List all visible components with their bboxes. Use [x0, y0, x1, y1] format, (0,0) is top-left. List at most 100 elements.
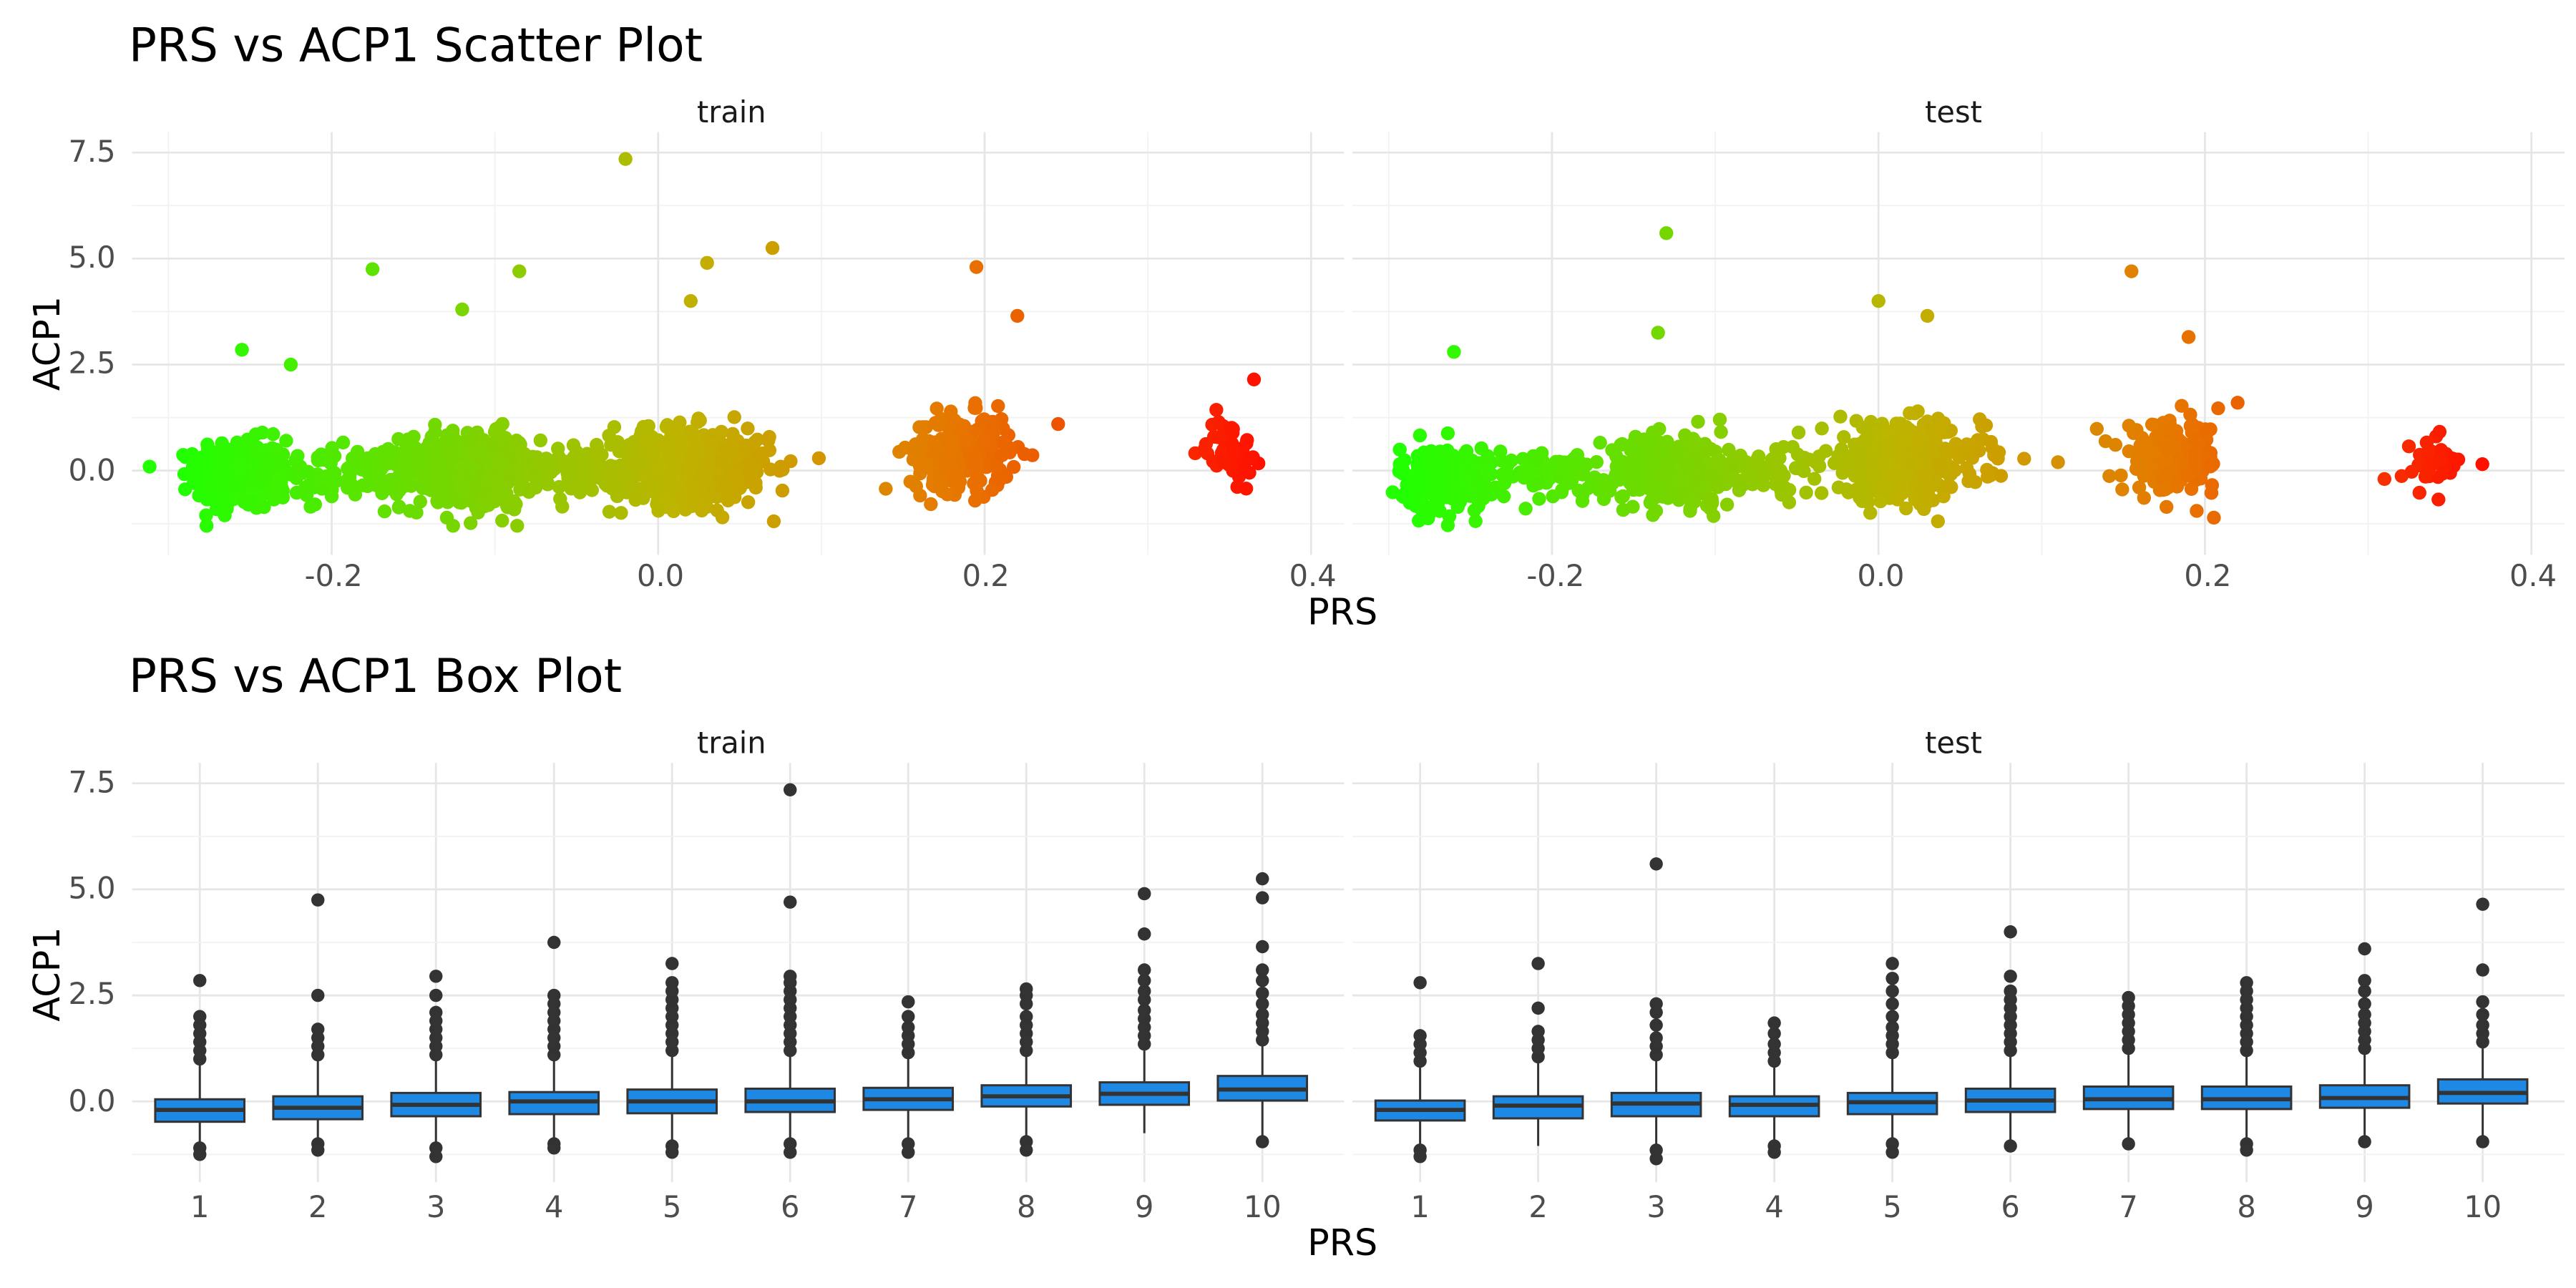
scatter-point [970, 469, 985, 483]
y-axis-title: ACP1 [26, 296, 68, 391]
scatter-point [1692, 472, 1707, 486]
scatter-point [350, 444, 365, 459]
x-tick-label: 4 [1765, 1189, 1783, 1224]
scatter-point [568, 479, 582, 494]
scatter-point [492, 456, 507, 470]
scatter-point [1626, 499, 1640, 514]
scatter-point [1430, 489, 1445, 504]
scatter-point [1470, 477, 1485, 492]
outlier-point [2004, 970, 2017, 983]
outlier-point [1256, 891, 1269, 904]
scatter-point [1722, 442, 1736, 457]
scatter-point [924, 497, 938, 512]
outlier-point [2004, 925, 2017, 939]
x-tick-label: 2 [308, 1189, 327, 1224]
x-tick-label: 7 [899, 1189, 917, 1224]
scatter-point [1709, 454, 1724, 469]
scatter-point [1447, 345, 1461, 359]
scatter-point [1674, 474, 1689, 488]
scatter-point [1837, 430, 1851, 444]
scatter-point [315, 482, 329, 496]
x-tick-label: 2 [1528, 1189, 1547, 1224]
scatter-point [2170, 479, 2185, 494]
scatter-point [245, 494, 259, 508]
scatter-point [552, 479, 567, 494]
scatter-point [463, 433, 477, 447]
outlier-point [1138, 963, 1151, 977]
chart-title: PRS vs ACP1 Box Plot [129, 650, 622, 703]
scatter-point [940, 487, 955, 502]
scatter-point [663, 432, 678, 447]
scatter-point [691, 411, 706, 426]
scatter-point [2181, 469, 2195, 483]
scatter-point [2132, 480, 2147, 494]
scatter-point [969, 452, 983, 466]
scatter-point [1575, 494, 1590, 508]
scatter-point [1647, 483, 1662, 497]
scatter-point [199, 508, 213, 522]
scatter-point [1904, 441, 1919, 456]
scatter-point [200, 442, 215, 457]
scatter-point [492, 474, 506, 488]
scatter-point [376, 444, 391, 459]
outlier-point [311, 893, 325, 907]
scatter-point [995, 448, 1009, 462]
scatter-point [1931, 514, 1945, 529]
outlier-point [1256, 963, 1269, 977]
scatter-point [1854, 449, 1868, 464]
scatter-point [1668, 449, 1682, 464]
scatter-point [266, 426, 280, 441]
scatter-point [1938, 425, 1952, 439]
scatter-point [1911, 404, 1925, 419]
scatter-point [1626, 461, 1641, 475]
scatter-point [200, 519, 214, 533]
scatter-point [985, 483, 1000, 497]
scatter-point [958, 434, 972, 449]
x-tick-label: 1 [1410, 1189, 1429, 1224]
box-chart: PRS vs ACP1 Box Plot train test 7.5 5.0 … [26, 650, 2565, 1264]
outlier-point [311, 1023, 325, 1036]
scatter-point [481, 498, 496, 512]
scatter-point [2051, 455, 2065, 469]
scatter-point [602, 504, 617, 519]
scatter-point [1934, 457, 1948, 472]
scatter-point [1865, 468, 1879, 483]
scatter-point [605, 482, 620, 496]
scatter-point [784, 454, 798, 469]
x-tick-label: 10 [1244, 1189, 1282, 1224]
scatter-point [558, 454, 573, 469]
scatter-point [1421, 511, 1435, 526]
scatter-point [1962, 467, 1977, 481]
scatter-point [424, 429, 439, 444]
scatter-point [675, 436, 690, 451]
scatter-point [775, 483, 790, 498]
scatter-point [2187, 431, 2202, 446]
scatter-point [346, 462, 361, 476]
scatter-point [533, 433, 547, 448]
scatter-point [653, 459, 667, 474]
scatter-point [2431, 492, 2446, 507]
scatter-point [2102, 469, 2117, 483]
scatter-point [1936, 489, 1951, 504]
scatter-point [1918, 454, 1932, 469]
outlier-point [2122, 1137, 2135, 1151]
scatter-point [1242, 465, 1257, 480]
scatter-point [1707, 509, 1721, 523]
scatter-point [258, 470, 273, 485]
outlier-point [193, 1148, 207, 1161]
outlier-point [2358, 1008, 2371, 1022]
scatter-point [1216, 454, 1231, 469]
scatter-panel [1352, 132, 2565, 555]
scatter-point [2200, 426, 2214, 440]
scatter-point [2190, 504, 2204, 518]
scatter-point [970, 484, 984, 498]
scatter-point [2207, 510, 2221, 525]
outlier-point [1767, 1037, 1781, 1051]
scatter-point [465, 475, 479, 490]
scatter-point [1719, 497, 1735, 512]
outlier-point [1885, 957, 1899, 970]
outlier-point [1885, 1020, 1899, 1034]
scatter-point [2377, 472, 2392, 487]
outlier-point [2358, 942, 2371, 956]
